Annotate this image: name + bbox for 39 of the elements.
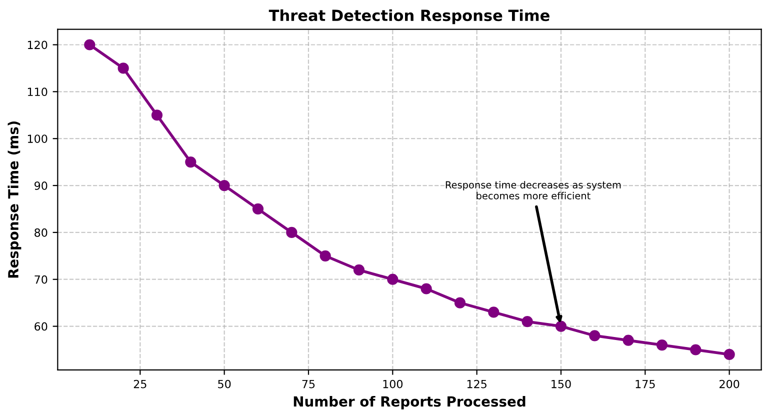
y-tick-label: 100 xyxy=(28,134,48,143)
point xyxy=(387,274,398,285)
point xyxy=(622,334,634,346)
point xyxy=(118,62,129,74)
x-tick-label: 25 xyxy=(134,380,146,388)
point xyxy=(724,348,735,360)
x-tick-label: 175 xyxy=(636,380,655,388)
y-axis-title: Response Time (ms) xyxy=(8,121,22,278)
y-tick-label: 60 xyxy=(34,322,48,331)
y-tick-label: 110 xyxy=(28,88,48,96)
point xyxy=(420,283,432,294)
x-tick-label: 50 xyxy=(218,380,231,388)
point xyxy=(84,39,96,50)
y-tick-label: 80 xyxy=(34,228,48,237)
point xyxy=(690,344,702,356)
point xyxy=(353,264,365,276)
point xyxy=(454,297,466,308)
point xyxy=(656,340,668,351)
chart-title: Threat Detection Response Time xyxy=(268,9,550,24)
x-tick-label: 125 xyxy=(467,380,486,388)
point xyxy=(218,180,230,192)
x-tick-label: 75 xyxy=(302,380,315,388)
y-tick-label: 70 xyxy=(34,275,48,284)
x-tick-label: 100 xyxy=(383,380,403,388)
point xyxy=(488,306,500,318)
y-tick-label: 90 xyxy=(34,181,48,190)
point xyxy=(320,250,331,262)
point xyxy=(151,110,163,121)
point xyxy=(185,156,196,168)
annotation: Response time decreases as system becomes more efficient xyxy=(446,180,621,200)
point xyxy=(522,316,533,328)
point xyxy=(589,330,600,342)
x-axis-title: Number of Reports Processed xyxy=(294,396,526,410)
x-tick-label: 200 xyxy=(720,380,740,388)
x-tick-label: 150 xyxy=(552,380,571,388)
point xyxy=(252,203,264,215)
point xyxy=(286,226,298,238)
point xyxy=(555,320,567,332)
y-tick-label: 120 xyxy=(28,40,48,50)
